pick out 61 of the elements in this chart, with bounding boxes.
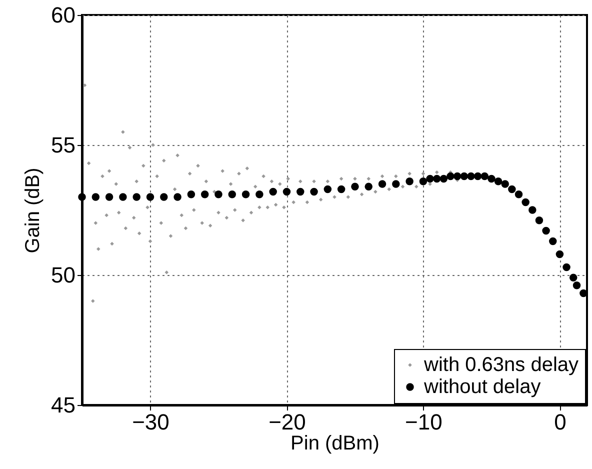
point: [446, 172, 454, 180]
y-tick-label: 55: [51, 132, 76, 158]
x-axis-title: Pin (dBm): [290, 432, 380, 454]
point: [528, 206, 536, 214]
point: [392, 180, 400, 188]
point: [105, 193, 114, 201]
y-tick-label: 50: [51, 262, 76, 288]
point: [364, 182, 372, 190]
point: [467, 172, 475, 180]
point: [572, 282, 581, 290]
point: [282, 188, 291, 196]
point: [542, 226, 550, 235]
point: [488, 174, 496, 183]
point: [522, 198, 530, 206]
point: [419, 178, 428, 186]
y-axis-title: Gain (dB): [22, 168, 44, 254]
point: [378, 180, 386, 188]
point: [501, 180, 509, 188]
point: [78, 193, 86, 201]
y-tick-label: 60: [51, 2, 76, 28]
point: [508, 185, 516, 194]
point: [160, 193, 168, 201]
y-tick-label: 45: [51, 392, 76, 418]
point: [494, 178, 502, 186]
point: [92, 193, 100, 201]
point: [187, 190, 196, 198]
point: [460, 172, 468, 180]
point: [256, 190, 264, 198]
point: [337, 185, 346, 194]
point: [214, 190, 222, 198]
legend-label: with 0.63ns delay: [423, 354, 579, 376]
point: [269, 188, 277, 196]
point: [146, 193, 154, 201]
point: [426, 174, 434, 183]
x-tick-label: −30: [132, 410, 170, 434]
point: [440, 174, 448, 183]
point: [432, 174, 441, 183]
legend-label: without delay: [423, 376, 541, 398]
point: [453, 172, 462, 180]
point: [556, 250, 564, 258]
point: [296, 188, 304, 196]
point: [514, 190, 523, 198]
point: [242, 190, 250, 198]
point: [351, 182, 359, 190]
point: [132, 193, 140, 201]
point: [480, 172, 489, 180]
point: [535, 216, 544, 224]
point: [200, 190, 209, 198]
x-tick-label: −10: [405, 410, 442, 434]
point: [119, 193, 127, 201]
point: [310, 188, 318, 196]
point: [228, 190, 236, 198]
point: [324, 185, 332, 194]
point: [406, 178, 414, 186]
x-tick-label: 0: [554, 410, 566, 434]
point: [562, 263, 570, 272]
point: [549, 237, 557, 246]
point: [474, 172, 482, 180]
point: [569, 274, 578, 282]
point: [174, 193, 182, 201]
x-tick-label: −20: [268, 410, 306, 434]
